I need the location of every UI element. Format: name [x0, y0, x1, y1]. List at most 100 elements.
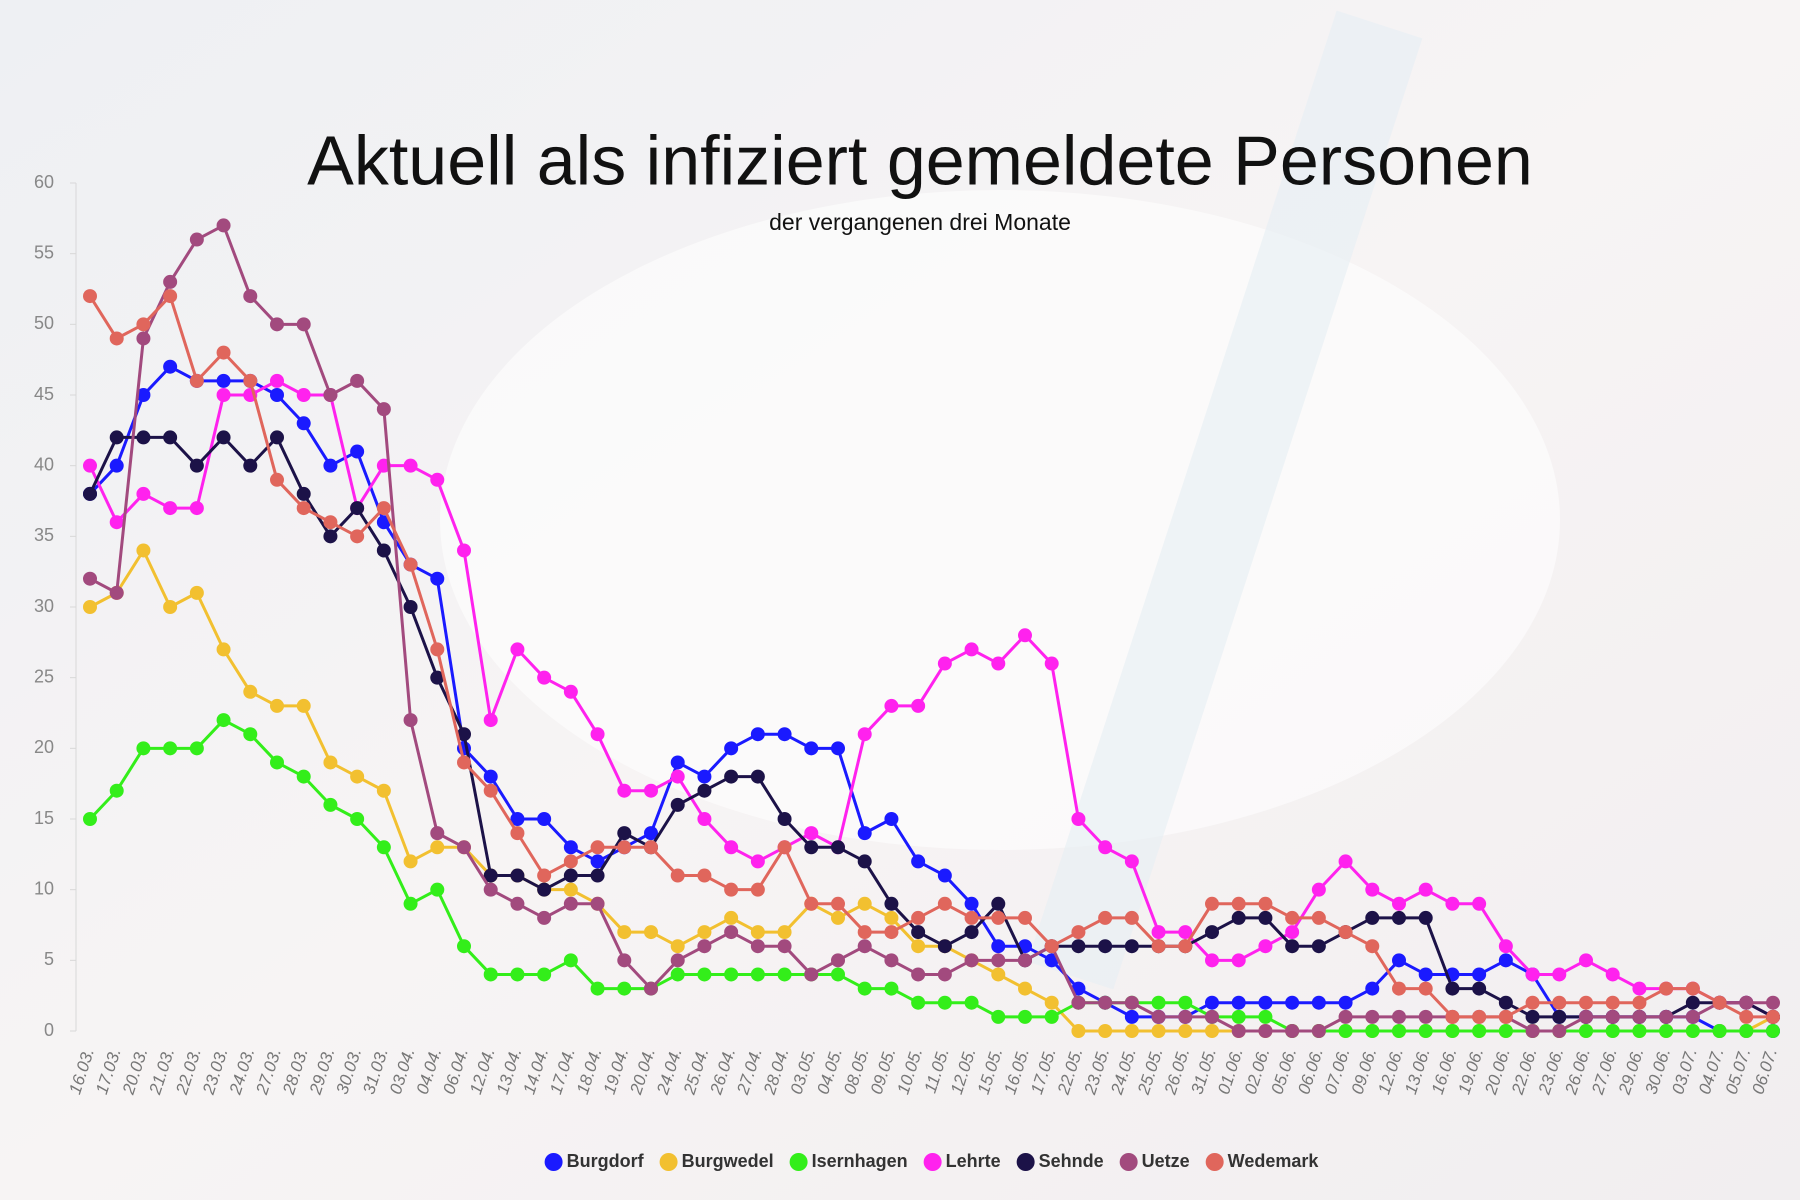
- data-point: [1445, 1009, 1460, 1024]
- data-point: [1685, 1024, 1700, 1038]
- data-point: [884, 981, 899, 996]
- data-point: [1418, 882, 1433, 897]
- data-point: [270, 430, 284, 445]
- data-point: [1525, 1009, 1540, 1024]
- data-point: [163, 274, 178, 289]
- data-point: [964, 925, 979, 940]
- data-point: [670, 755, 685, 770]
- data-point: [991, 939, 1006, 954]
- data-point: [1552, 967, 1567, 982]
- data-point: [991, 967, 1006, 982]
- data-point: [1098, 995, 1113, 1010]
- data-point: [350, 373, 365, 388]
- data-point: [1124, 995, 1139, 1010]
- data-point: [911, 967, 926, 982]
- data-point: [109, 430, 124, 445]
- data-point: [724, 882, 739, 897]
- data-point: [510, 642, 525, 657]
- data-point: [1285, 925, 1300, 940]
- data-point: [831, 896, 845, 911]
- data-point: [831, 910, 845, 925]
- data-point: [109, 331, 124, 346]
- data-point: [937, 939, 952, 954]
- data-point: [1205, 995, 1219, 1010]
- data-point: [937, 656, 952, 671]
- data-point: [1392, 1024, 1406, 1038]
- data-point: [1498, 1024, 1513, 1038]
- data-point: [1472, 967, 1487, 982]
- data-point: [1124, 910, 1139, 925]
- data-point: [1044, 656, 1059, 671]
- data-point: [750, 939, 765, 954]
- data-point: [991, 910, 1006, 925]
- data-point: [350, 529, 365, 544]
- data-point: [510, 868, 525, 883]
- data-point: [1632, 981, 1647, 996]
- data-point: [430, 472, 445, 487]
- data-point: [563, 868, 578, 883]
- data-point: [1178, 939, 1193, 954]
- data-point: [1018, 981, 1032, 996]
- data-point: [1365, 1024, 1380, 1038]
- data-point: [1418, 1009, 1433, 1024]
- data-point: [483, 868, 498, 883]
- y-tick-label: 40: [34, 454, 54, 474]
- data-point: [1124, 1009, 1139, 1024]
- data-point: [83, 600, 97, 614]
- data-point: [1231, 953, 1246, 968]
- data-point: [670, 769, 685, 784]
- data-point: [216, 373, 231, 388]
- data-point: [1258, 1009, 1273, 1024]
- data-point: [270, 317, 284, 332]
- data-point: [163, 600, 178, 614]
- chart-subtitle: der vergangenen drei Monate: [769, 209, 1071, 235]
- data-point: [1258, 1024, 1273, 1038]
- data-point: [163, 430, 178, 445]
- data-point: [510, 826, 525, 841]
- data-point: [270, 388, 284, 402]
- data-point: [697, 939, 712, 954]
- data-point: [991, 953, 1006, 968]
- data-point: [136, 388, 151, 402]
- data-point: [964, 995, 979, 1010]
- series-line: [88, 294, 1773, 1019]
- data-point: [1151, 1009, 1166, 1024]
- legend-item: Isernhagen: [789, 1151, 908, 1171]
- data-point: [1632, 1009, 1647, 1024]
- data-point: [1445, 1024, 1460, 1038]
- data-point: [724, 967, 739, 982]
- data-point: [1311, 1024, 1326, 1038]
- data-point: [1418, 981, 1433, 996]
- data-point: [884, 925, 899, 940]
- data-point: [1659, 981, 1674, 996]
- data-point: [109, 458, 124, 473]
- legend-label: Sehnde: [1039, 1151, 1104, 1171]
- data-point: [1098, 840, 1113, 855]
- data-point: [1392, 896, 1406, 911]
- data-point: [216, 388, 231, 402]
- data-point: [563, 953, 578, 968]
- legend-label: Burgdorf: [567, 1151, 645, 1171]
- data-point: [483, 882, 498, 897]
- data-point: [296, 486, 311, 501]
- data-point: [136, 430, 151, 445]
- data-point: [1418, 910, 1433, 925]
- data-point: [1605, 995, 1620, 1010]
- data-point: [1231, 910, 1246, 925]
- background-shape: [1027, 10, 1423, 990]
- data-point: [1632, 995, 1647, 1010]
- data-point: [83, 486, 97, 501]
- data-point: [270, 472, 284, 487]
- data-point: [83, 289, 97, 304]
- data-point: [563, 684, 578, 699]
- data-point: [563, 882, 578, 897]
- data-point: [270, 373, 284, 388]
- data-point: [1311, 882, 1326, 897]
- data-point: [457, 543, 471, 558]
- y-tick-label: 60: [34, 172, 54, 192]
- data-point: [697, 967, 712, 982]
- data-point: [590, 868, 605, 883]
- data-point: [857, 826, 872, 841]
- legend-marker: [659, 1153, 678, 1171]
- data-point: [964, 910, 979, 925]
